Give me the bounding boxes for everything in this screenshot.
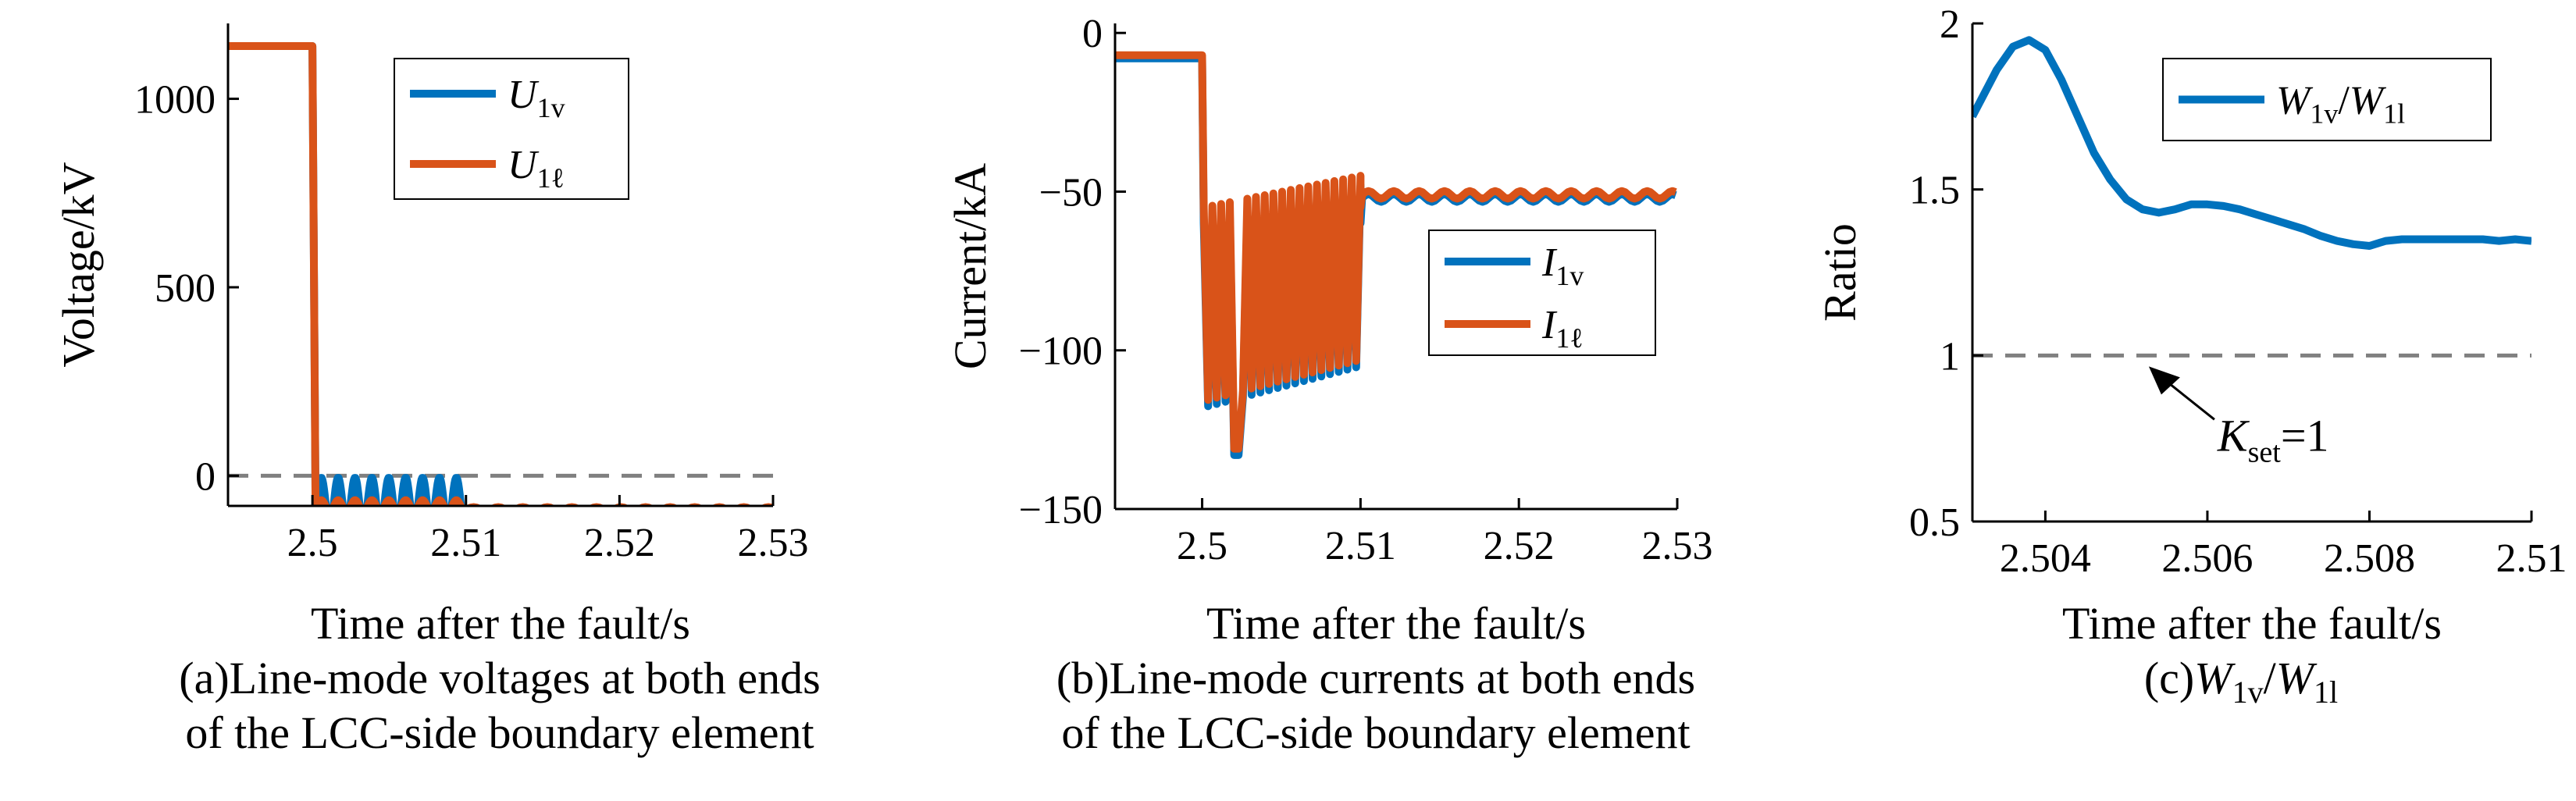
y-tick-label: 2 bbox=[1940, 2, 1960, 47]
legend-base: I bbox=[1541, 240, 1558, 285]
legend-box bbox=[394, 58, 629, 200]
x-tick-label: 2.53 bbox=[738, 521, 809, 565]
x-tick-label: 2.53 bbox=[1642, 524, 1713, 568]
x-axis-label: Time after the fault/s bbox=[311, 598, 690, 649]
series-group bbox=[1115, 51, 1677, 459]
legend-sep: / bbox=[2338, 79, 2350, 123]
legend-base: W bbox=[2276, 79, 2314, 123]
annotation-arrowhead bbox=[2148, 366, 2180, 395]
y-tick-label: −100 bbox=[1019, 329, 1103, 374]
y-tick-label: 0 bbox=[195, 454, 216, 499]
caption-sep: / bbox=[2264, 653, 2277, 703]
series-line-1 bbox=[228, 42, 465, 506]
x-tick-label: 2.51 bbox=[430, 521, 501, 565]
legend-entry-1: U1v bbox=[508, 73, 565, 123]
legend-sub: 1ℓ bbox=[1555, 322, 1583, 354]
annotation: Kset=1 bbox=[2148, 366, 2329, 468]
y-tick-label: 1.5 bbox=[1909, 169, 1960, 213]
legend-box bbox=[1428, 230, 1656, 356]
y-tick-label: −50 bbox=[1039, 170, 1103, 215]
caption-den-sub: 1l bbox=[2314, 675, 2338, 710]
legend-sub: 1v bbox=[537, 92, 565, 123]
x-tick-label: 2.506 bbox=[2161, 536, 2253, 581]
annotation-sub: set bbox=[2248, 436, 2282, 468]
x-axis-label: Time after the fault/s bbox=[1206, 598, 1586, 649]
chart-a: 2.5 2.51 2.52 2.53 0 500 1000 Time after the fa… bbox=[53, 23, 821, 758]
series-line-2 bbox=[228, 42, 772, 506]
x-axis-label: Time after the fault/s bbox=[2062, 598, 2442, 649]
figure-caption-line: of the LCC-side boundary element bbox=[1061, 707, 1690, 758]
series-line-2 bbox=[1115, 51, 1677, 453]
figure-caption-line: (b)Line-mode currents at both ends bbox=[1056, 653, 1695, 703]
x-tick-label: 2.52 bbox=[584, 521, 655, 565]
series-group bbox=[1972, 36, 2531, 250]
legend: W1v/W1l bbox=[2162, 58, 2492, 141]
legend-entry-2: I1ℓ bbox=[1541, 303, 1584, 354]
legend-base: U bbox=[508, 143, 540, 187]
y-tick-label: 0 bbox=[1082, 12, 1103, 56]
caption-prefix: (c) bbox=[2144, 653, 2194, 703]
chart-c: 2.504 2.506 2.508 2.51 0.5 1 1.5 2 Time after th… bbox=[1815, 2, 2567, 710]
y-tick-label: −150 bbox=[1019, 488, 1103, 532]
figure-caption: (c)W1v/W1l bbox=[2144, 653, 2338, 710]
figure-caption-line: (a)Line-mode voltages at both ends bbox=[179, 653, 820, 703]
x-tick-label: 2.51 bbox=[2496, 536, 2567, 581]
x-tick-label: 2.51 bbox=[1325, 524, 1396, 568]
x-tick-label: 2.5 bbox=[1177, 524, 1227, 568]
legend-entry-1: I1v bbox=[1541, 240, 1584, 291]
legend-entry-1: W1v/W1l bbox=[2276, 79, 2405, 130]
y-axis-label: Current/kA bbox=[945, 163, 996, 369]
series-line-1 bbox=[1972, 36, 2531, 250]
legend-base: U bbox=[508, 73, 540, 117]
x-tick-label: 2.504 bbox=[2000, 536, 2091, 581]
x-tick-label: 2.5 bbox=[287, 521, 338, 565]
y-tick-label: 500 bbox=[155, 266, 216, 311]
legend-base: I bbox=[1541, 303, 1558, 347]
y-axis-label: Ratio bbox=[1815, 223, 1865, 322]
caption-den-base: W bbox=[2276, 653, 2318, 703]
caption-num-base: W bbox=[2194, 653, 2236, 703]
y-tick-label: 1 bbox=[1940, 334, 1960, 379]
legend-base-2: W bbox=[2350, 79, 2387, 123]
legend-sub: 1ℓ bbox=[537, 162, 565, 194]
legend-sub: 1v bbox=[1555, 260, 1584, 291]
legend-sub: 1v bbox=[2310, 98, 2338, 130]
annotation-text: Kset=1 bbox=[2217, 410, 2329, 468]
legend-sub-2: 1l bbox=[2383, 98, 2405, 130]
x-tick-label: 2.52 bbox=[1484, 524, 1555, 568]
figure-caption-line: of the LCC-side boundary element bbox=[185, 707, 814, 758]
caption-num-sub: 1v bbox=[2232, 675, 2264, 710]
chart-b: 2.5 2.51 2.52 2.53 −150 −100 −50 0 Time after th… bbox=[945, 12, 1713, 758]
annotation-base: K bbox=[2217, 410, 2250, 461]
y-axis-label: Voltage/kV bbox=[53, 162, 104, 367]
annotation-rest: =1 bbox=[2281, 410, 2329, 461]
y-tick-label: 0.5 bbox=[1909, 500, 1960, 545]
series-group bbox=[228, 42, 772, 506]
legend-entry-2: U1ℓ bbox=[508, 143, 565, 194]
y-tick-label: 1000 bbox=[134, 78, 216, 123]
x-tick-label: 2.508 bbox=[2324, 536, 2415, 581]
